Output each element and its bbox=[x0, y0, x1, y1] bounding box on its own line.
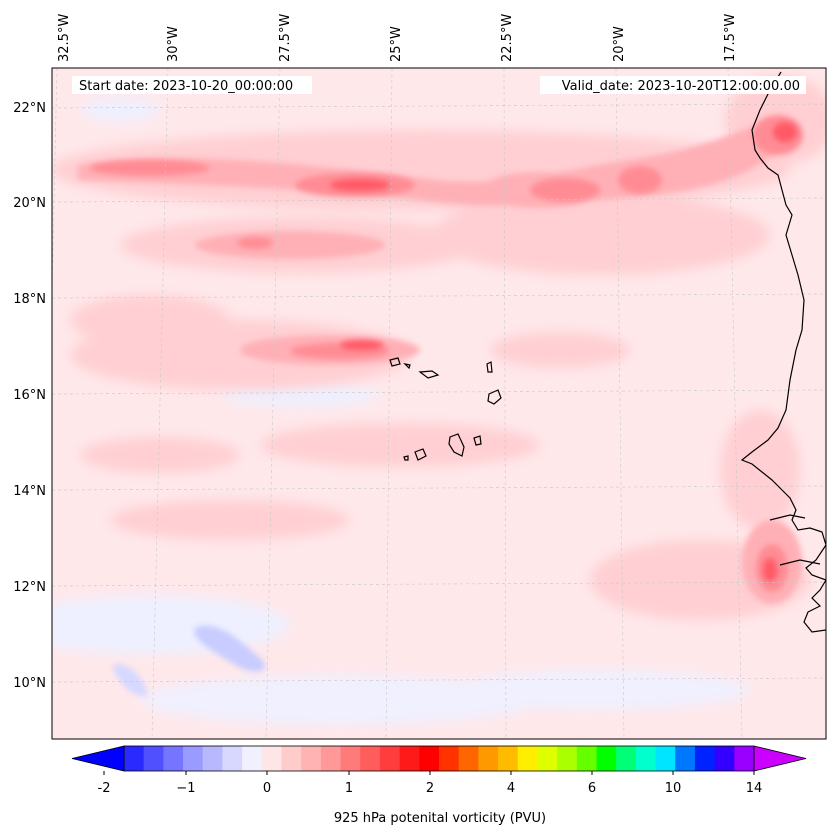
colorbar-extend-min bbox=[71, 745, 125, 772]
colorbar-tick-label: -2 bbox=[98, 781, 111, 796]
colorbar-swatch bbox=[202, 746, 224, 771]
colorbar-swatch bbox=[616, 746, 637, 771]
lon-label: 20°W bbox=[612, 26, 627, 62]
island-brava bbox=[403, 455, 409, 461]
colorbar-swatch bbox=[281, 746, 302, 771]
colorbar-swatch bbox=[222, 746, 243, 771]
colorbar-swatch bbox=[183, 746, 204, 771]
colorbar-swatch bbox=[498, 746, 519, 771]
valid-date-box bbox=[540, 76, 806, 94]
longitude-labels: 32.5°W 30°W 27.5°W 25°W 22.5°W 20°W 17.5… bbox=[57, 14, 738, 62]
colorbar-swatch bbox=[143, 746, 164, 771]
lat-label: 10°N bbox=[13, 676, 46, 691]
colorbar-swatch bbox=[301, 746, 322, 771]
colorbar-swatch bbox=[675, 746, 696, 771]
colorbar-swatch bbox=[439, 746, 460, 771]
lat-label: 16°N bbox=[13, 388, 46, 403]
lon-label: 27.5°W bbox=[278, 14, 293, 62]
island-fogo bbox=[414, 448, 427, 461]
colorbar-tick-label: 1 bbox=[345, 781, 353, 796]
island-sao-vicente bbox=[403, 363, 411, 370]
colorbar-swatch bbox=[124, 746, 145, 771]
map-frame bbox=[51, 67, 827, 740]
colorbar-swatch bbox=[734, 746, 755, 771]
lon-label: 25°W bbox=[389, 26, 404, 62]
colorbar-swatch bbox=[163, 746, 184, 771]
map-gridlines bbox=[52, 68, 826, 739]
guinea-border bbox=[779, 559, 821, 566]
colorbar-swatch bbox=[537, 746, 558, 771]
island-santiago bbox=[448, 433, 465, 457]
colorbar-tick-label: 10 bbox=[665, 781, 682, 796]
lat-label: 12°N bbox=[13, 580, 46, 595]
colorbar-tick-label: −1 bbox=[176, 781, 195, 796]
coastlines bbox=[389, 71, 826, 633]
colorbar-swatch bbox=[242, 746, 263, 771]
colorbar-swatch bbox=[458, 746, 479, 771]
colorbar-frame bbox=[123, 745, 755, 772]
colorbar: -2 −1 0 1 2 4 6 10 14 925 hPa potenital … bbox=[71, 745, 807, 826]
lat-label: 18°N bbox=[13, 292, 46, 307]
colorbar-tick-labels: -2 −1 0 1 2 4 6 10 14 bbox=[98, 781, 763, 796]
lat-label: 20°N bbox=[13, 196, 46, 211]
colorbar-swatch bbox=[517, 746, 539, 771]
island-santo-antao bbox=[389, 357, 401, 367]
africa-coastline bbox=[740, 71, 826, 633]
colorbar-swatch bbox=[576, 746, 598, 771]
colorbar-tick-label: 4 bbox=[507, 781, 515, 796]
island-boa-vista bbox=[487, 389, 502, 405]
island-sal bbox=[486, 361, 493, 373]
colorbar-swatch bbox=[379, 746, 401, 771]
valid-date-label: Valid_date: 2023-10-20T12:00:00.00 bbox=[562, 79, 800, 94]
colorbar-swatch bbox=[360, 746, 381, 771]
start-date-box bbox=[72, 76, 312, 94]
colorbar-extend-max bbox=[753, 745, 807, 772]
colorbar-title: 925 hPa potenital vorticity (PVU) bbox=[334, 811, 546, 826]
colorbar-tick-label: 6 bbox=[588, 781, 596, 796]
colorbar-tick-label: 2 bbox=[426, 781, 434, 796]
lon-label: 30°W bbox=[166, 26, 181, 62]
colorbar-swatch bbox=[478, 746, 499, 771]
colorbar-swatch bbox=[596, 746, 617, 771]
island-sao-nicolau bbox=[418, 370, 440, 379]
colorbar-swatch bbox=[419, 746, 440, 771]
lon-label: 17.5°W bbox=[723, 14, 738, 62]
colorbar-swatch bbox=[399, 746, 420, 771]
lat-label: 14°N bbox=[13, 484, 46, 499]
colorbar-swatch bbox=[340, 746, 361, 771]
start-date-label: Start date: 2023-10-20_00:00:00 bbox=[79, 79, 293, 94]
map-area: Start date: 2023-10-20_00:00:00 Valid_da… bbox=[52, 68, 826, 739]
colorbar-swatch bbox=[655, 746, 676, 771]
colorbar-swatch bbox=[714, 746, 735, 771]
island-maio bbox=[473, 435, 482, 446]
colorbar-tick-label: 0 bbox=[263, 781, 271, 796]
colorbar-tick-label: 14 bbox=[746, 781, 763, 796]
colorbar-swatches bbox=[71, 745, 807, 772]
colorbar-swatch bbox=[557, 746, 578, 771]
colorbar-ticks bbox=[103, 771, 755, 775]
lon-label: 32.5°W bbox=[57, 14, 72, 62]
colorbar-swatch bbox=[261, 746, 283, 771]
latitude-labels: 22°N 20°N 18°N 16°N 14°N 12°N 10°N bbox=[13, 101, 46, 691]
colorbar-swatch bbox=[694, 746, 716, 771]
lon-label: 22.5°W bbox=[500, 14, 515, 62]
colorbar-swatch bbox=[320, 746, 342, 771]
gambia-border bbox=[769, 514, 806, 521]
pv-peak-cores bbox=[330, 122, 797, 582]
colorbar-swatch bbox=[635, 746, 657, 771]
pv-strong-positive bbox=[90, 115, 803, 592]
lat-label: 22°N bbox=[13, 101, 46, 116]
